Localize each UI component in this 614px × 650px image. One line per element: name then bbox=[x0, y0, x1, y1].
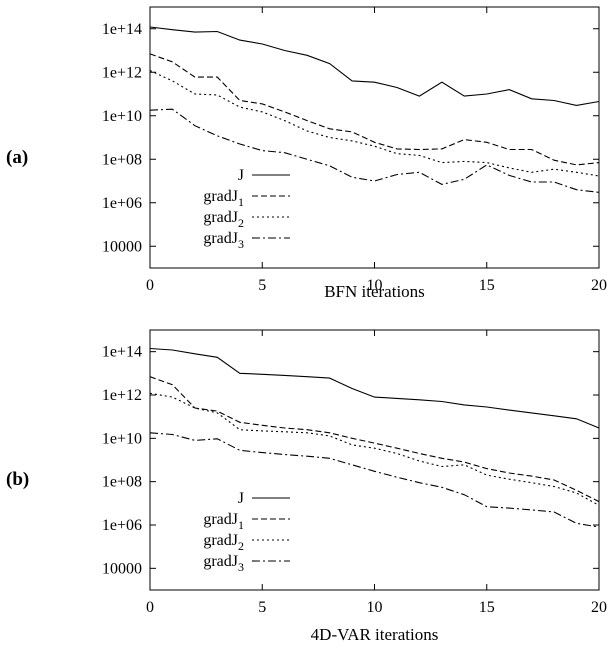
y-tick-label: 1e+14 bbox=[102, 21, 142, 38]
x-axis-label: 4D-VAR iterations bbox=[311, 625, 439, 644]
panel-label: (b) bbox=[6, 469, 29, 490]
legend-label: gradJ2 bbox=[203, 532, 244, 553]
x-tick-label: 0 bbox=[146, 599, 154, 616]
y-tick-label: 1e+08 bbox=[102, 474, 142, 491]
series-line-3 bbox=[149, 432, 600, 528]
legend-label: gradJ2 bbox=[203, 209, 244, 230]
series-line-0 bbox=[149, 26, 600, 106]
y-tick-label: 1e+12 bbox=[102, 64, 142, 81]
x-tick-label: 20 bbox=[591, 277, 607, 294]
legend-label: gradJ1 bbox=[203, 511, 244, 532]
x-tick-label: 10 bbox=[367, 599, 383, 616]
legend-label: gradJ3 bbox=[203, 553, 244, 574]
y-tick-label: 1e+12 bbox=[102, 387, 142, 404]
y-tick-label: 1e+14 bbox=[102, 344, 142, 361]
series-line-3 bbox=[149, 108, 600, 193]
series-line-0 bbox=[149, 347, 600, 429]
x-tick-label: 5 bbox=[258, 277, 266, 294]
series-line-2 bbox=[149, 70, 600, 177]
legend-label: gradJ3 bbox=[203, 230, 244, 251]
plot-frame bbox=[149, 6, 600, 269]
y-tick-label: 1e+10 bbox=[102, 108, 142, 125]
x-tick-label: 10 bbox=[367, 277, 383, 294]
x-axis-label: BFN iterations bbox=[324, 282, 425, 301]
series-line-2 bbox=[149, 392, 600, 506]
legend-label: gradJ1 bbox=[203, 188, 244, 209]
y-tick-label: 10000 bbox=[102, 238, 142, 255]
x-tick-label: 20 bbox=[591, 599, 607, 616]
x-tick-label: 5 bbox=[258, 599, 266, 616]
y-tick-label: 1e+10 bbox=[102, 430, 142, 447]
panel-label: (a) bbox=[6, 147, 28, 168]
legend-label: J bbox=[238, 490, 244, 507]
y-tick-label: 1e+08 bbox=[102, 151, 142, 168]
x-tick-label: 0 bbox=[146, 277, 154, 294]
legend-label: J bbox=[238, 167, 244, 184]
y-tick-label: 10000 bbox=[102, 560, 142, 577]
chart-panel-a: 10000 1e+06 1e+08 1e+10 1e+12 1e+14 0 5 10 15 20 BF… bbox=[6, 6, 607, 301]
x-tick-label: 15 bbox=[479, 277, 495, 294]
series-line-1 bbox=[149, 53, 600, 166]
y-tick-label: 1e+06 bbox=[102, 517, 142, 534]
plot-frame bbox=[149, 329, 600, 591]
chart-panel-b: 10000 1e+06 1e+08 1e+10 1e+12 1e+14 0 5 10 15 20 4D… bbox=[6, 329, 607, 644]
y-tick-label: 1e+06 bbox=[102, 195, 142, 212]
x-tick-label: 15 bbox=[479, 599, 495, 616]
